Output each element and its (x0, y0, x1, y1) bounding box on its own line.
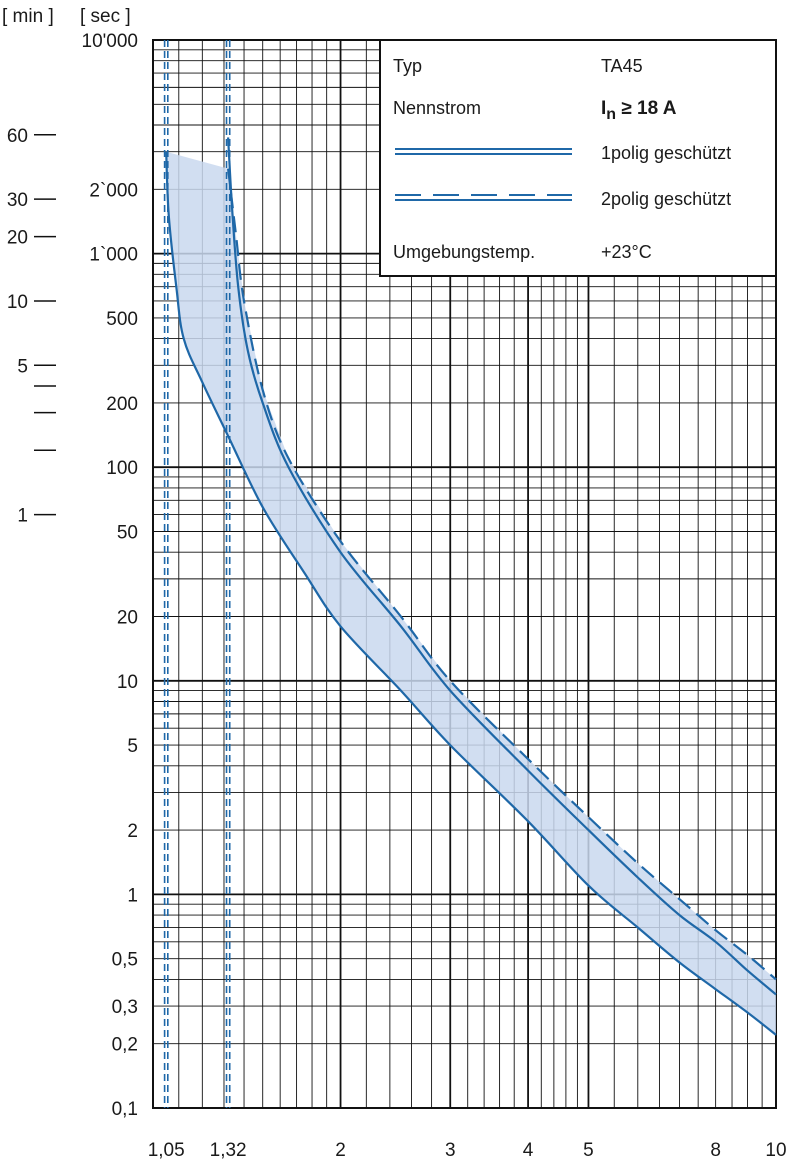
legend-label: Nennstrom (393, 98, 481, 118)
y-tick-label-min: 5 (17, 356, 28, 377)
y-tick-label-sec: 500 (106, 309, 138, 330)
x-tick-label: 4 (523, 1140, 534, 1161)
x-tick-label: 1,32 (210, 1140, 247, 1161)
x-tick-label: 5 (583, 1140, 594, 1161)
curve-1 (165, 151, 777, 1036)
y-tick-label-sec: 2`000 (89, 180, 138, 201)
y-tick-label-sec: 0,2 (112, 1035, 138, 1056)
y-tick-label-min: 30 (7, 190, 28, 211)
y-tick-label-min: 20 (7, 228, 28, 249)
y-tick-label-min: 10 (7, 292, 28, 313)
y-tick-label-min: 1 (17, 506, 28, 527)
legend-value: In ≥ 18 A (601, 98, 677, 123)
y-tick-label-sec: 20 (117, 608, 138, 629)
x-tick-label: 10 (765, 1140, 786, 1161)
y-tick-label-min: 60 (7, 126, 28, 147)
x-tick-label: 3 (445, 1140, 456, 1161)
x-tick-label: 2 (335, 1140, 346, 1161)
current-markers (163, 40, 231, 1108)
legend-label: Typ (393, 56, 422, 76)
curves (165, 137, 777, 1036)
legend: Typ TA45 Nennstrom In ≥ 18 A 1polig geschütz… (379, 39, 777, 277)
y-tick-label-sec: 0,3 (112, 997, 138, 1018)
x-tick-label: 1,05 (148, 1140, 185, 1161)
legend-value: TA45 (601, 56, 643, 76)
y-tick-label-sec: 10 (117, 672, 138, 693)
y-tick-label-sec: 1`000 (89, 245, 138, 266)
x-tick-label: 8 (710, 1140, 721, 1161)
y-tick-label-sec: 200 (106, 394, 138, 415)
y-tick-label-sec: 50 (117, 523, 138, 544)
y-tick-label-sec: 1 (127, 885, 138, 906)
y-tick-label-sec: 0,1 (112, 1099, 138, 1120)
curve-2 (227, 137, 777, 996)
y-tick-label-sec: 0,5 (112, 950, 138, 971)
unit-label-sec: [ sec ] (80, 6, 131, 27)
legend-value: 1polig geschützt (601, 143, 731, 163)
legend-value: +23°C (601, 242, 652, 262)
unit-label-min: [ min ] (2, 6, 54, 27)
curve-3 (227, 168, 777, 981)
axes: 1,05 1,32 2 3 4 5 8 1010'0002`0001`000500200100… (2, 6, 787, 1161)
legend-label: Umgebungstemp. (393, 242, 535, 262)
y-tick-label-sec: 2 (127, 821, 138, 842)
y-tick-label-sec: 10'000 (82, 31, 138, 52)
legend-value: 2polig geschützt (601, 189, 731, 209)
y-tick-label-sec: 100 (106, 458, 138, 479)
y-tick-label-sec: 5 (127, 736, 138, 757)
legend-box (379, 39, 777, 277)
